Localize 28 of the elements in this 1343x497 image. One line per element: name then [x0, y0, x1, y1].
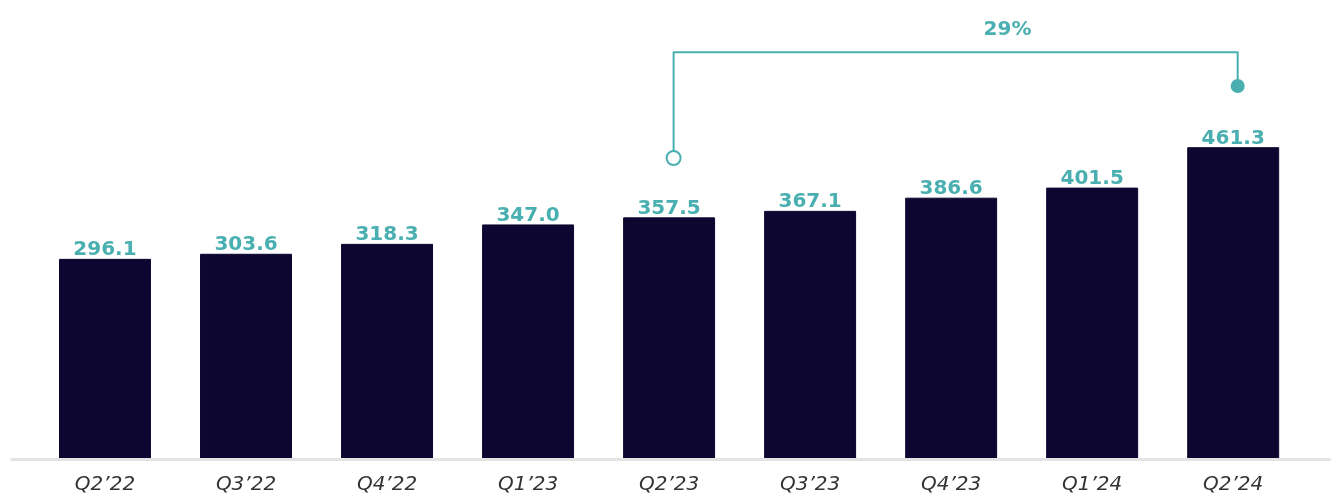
data-label: 401.5: [1060, 165, 1124, 190]
x-tick-label: Q3’23: [779, 470, 841, 495]
data-label: 461.3: [1201, 124, 1265, 149]
x-tick-label: Q4’23: [921, 470, 982, 495]
data-label: 347.0: [496, 201, 560, 226]
x-tick-label: Q3’22: [215, 470, 277, 495]
bar: [482, 224, 575, 460]
bar: [1046, 187, 1139, 460]
bar: [59, 258, 151, 460]
x-tick-label: Q2’22: [74, 470, 136, 495]
bar: [341, 243, 434, 460]
x-tick-label: Q2’24: [1203, 470, 1264, 495]
data-label: 357.5: [637, 194, 701, 219]
x-tick-label: Q2’23: [638, 470, 700, 495]
bar: [623, 217, 716, 460]
x-tick-label: Q4’22: [356, 470, 418, 495]
data-label: 296.1: [73, 236, 137, 261]
text: 29%: [983, 15, 1032, 40]
data-label: 318.3: [355, 221, 419, 246]
x-tick-label: Q1’24: [1062, 470, 1123, 495]
data-label: 303.6: [214, 231, 278, 256]
bar: [200, 253, 292, 460]
x-tick-label: Q1’23: [497, 470, 559, 495]
data-label: 386.6: [919, 175, 983, 200]
bar: [764, 210, 857, 460]
bar: [905, 197, 998, 460]
data-label: 367.1: [778, 188, 842, 213]
bar: [1187, 147, 1280, 460]
